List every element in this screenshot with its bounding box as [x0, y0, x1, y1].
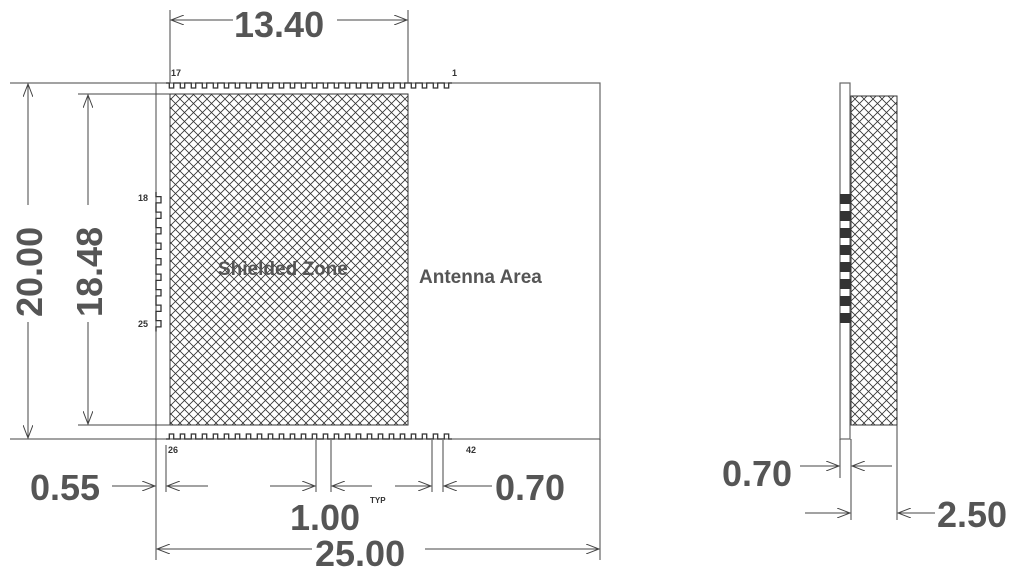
pin-label-17: 17 — [171, 68, 181, 78]
side-pin — [840, 194, 851, 204]
side-shield — [850, 95, 898, 426]
side-pin-row — [840, 194, 851, 323]
top-pin-row — [166, 82, 452, 89]
dim-right-offset: 0.70 — [495, 467, 565, 508]
side-pin — [840, 245, 851, 255]
dim-pitch: 1.00 — [290, 497, 360, 538]
pin-label-42: 42 — [466, 445, 476, 455]
shielded-zone-label: Shielded Zone — [218, 259, 348, 280]
side-pin — [840, 313, 851, 323]
dim-side-thickness: 0.70 — [722, 453, 792, 494]
side-board — [839, 82, 851, 440]
side-pin — [840, 262, 851, 272]
pin-label-26: 26 — [168, 445, 178, 455]
dim-total-width: 25.00 — [315, 533, 405, 573]
pin-label-18: 18 — [138, 193, 148, 203]
dim-height-inner: 18.48 — [69, 227, 110, 317]
dim-side-depth: 2.50 — [937, 494, 1007, 535]
antenna-area-label: Antenna Area — [419, 267, 542, 288]
side-pin — [840, 211, 851, 221]
pin-label-1: 1 — [452, 68, 457, 78]
dim-pitch-note: TYP — [370, 496, 386, 505]
dim-left-offset: 0.55 — [30, 467, 100, 508]
side-pin — [840, 228, 851, 238]
side-pin — [840, 279, 851, 289]
side-pin — [840, 296, 851, 306]
dim-height-total: 20.00 — [9, 227, 50, 317]
dim-top-width: 13.40 — [234, 4, 324, 45]
pin-label-25: 25 — [138, 319, 148, 329]
bottom-pin-row — [166, 433, 452, 440]
shielded-zone — [169, 93, 409, 426]
left-pin-row — [155, 192, 162, 332]
